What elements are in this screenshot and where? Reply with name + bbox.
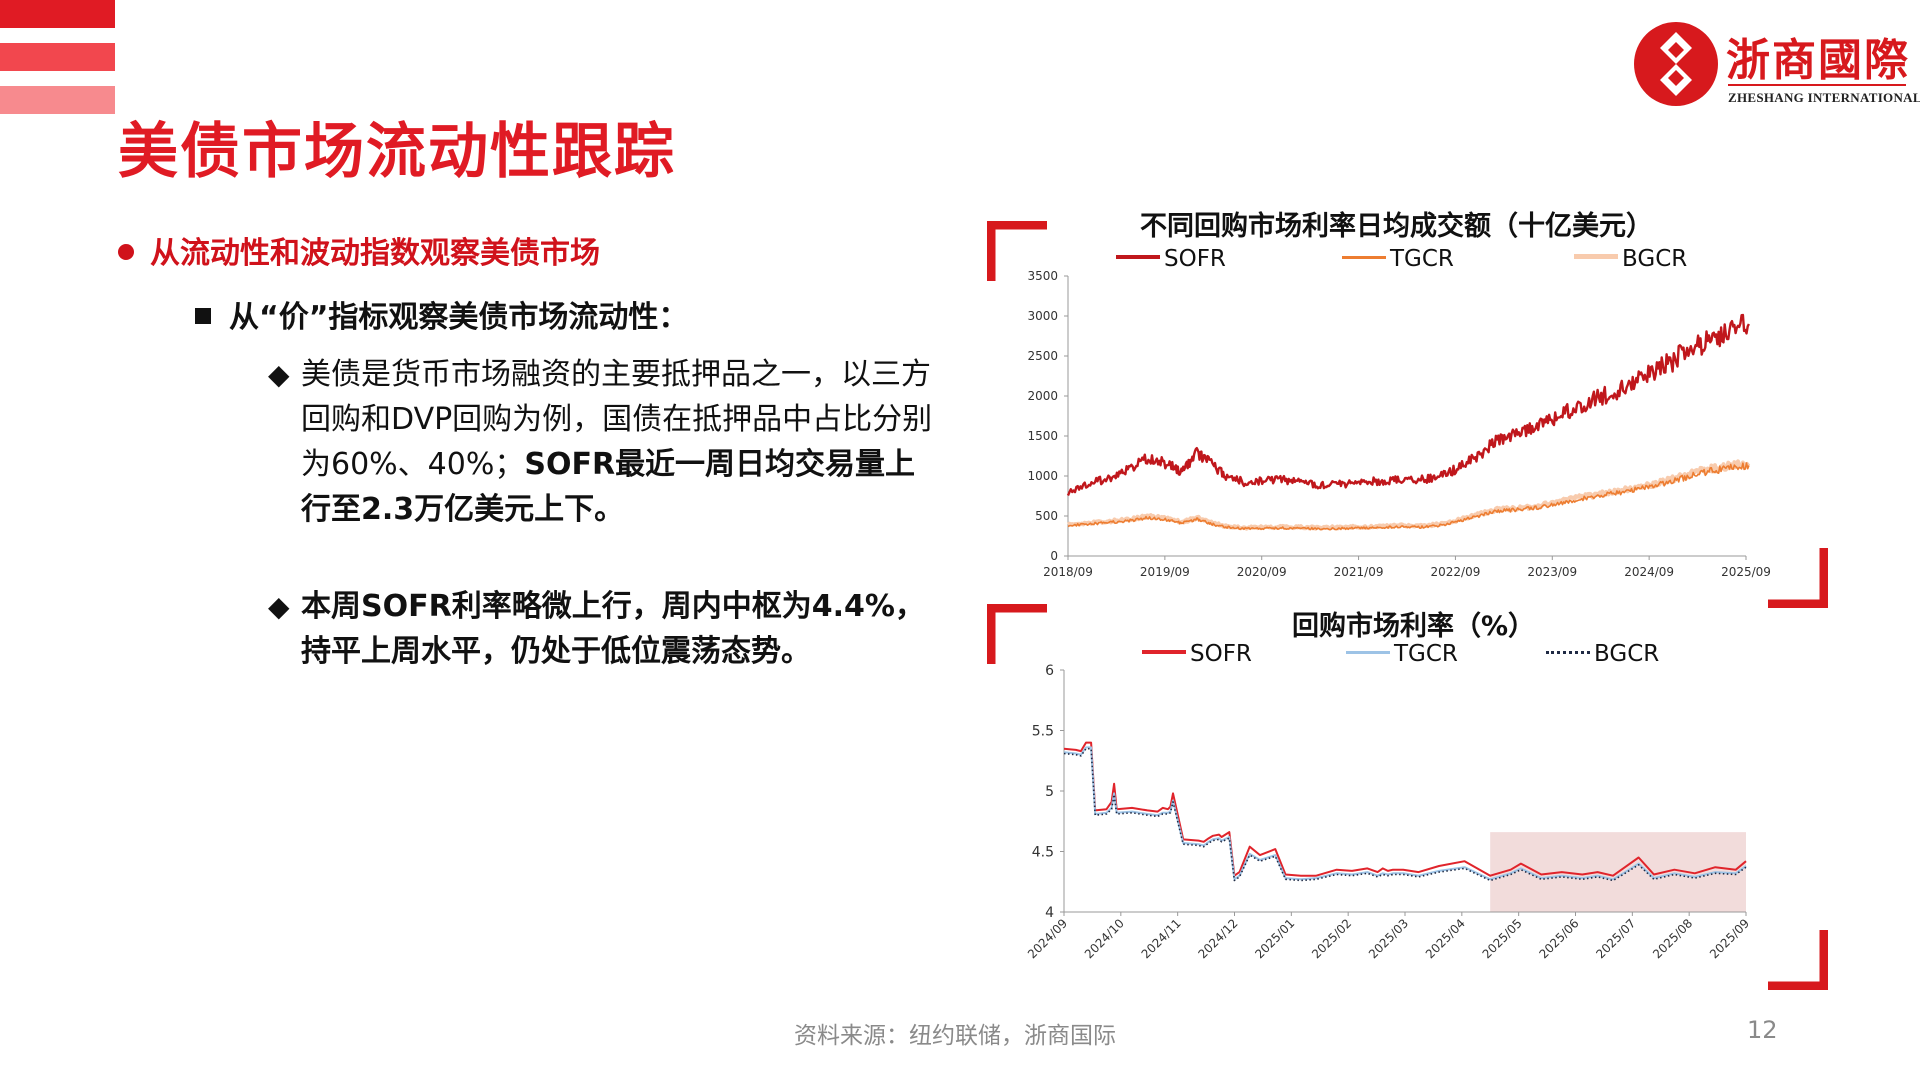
square-bullet-icon — [195, 308, 211, 324]
x-tick-label: 2025/03 — [1366, 916, 1411, 961]
legend-label: TGCR — [1394, 641, 1458, 667]
y-tick-label: 0 — [1050, 549, 1058, 563]
y-tick-label: 4.5 — [1032, 845, 1054, 861]
x-tick-label: 2025/08 — [1650, 916, 1695, 961]
legend-swatch — [1142, 650, 1186, 654]
diamond-bullet-icon: ◆ — [268, 590, 290, 623]
chart-2-legend-tgcr: TGCR — [1346, 641, 1458, 667]
chart-1-legend-sofr: SOFR — [1116, 246, 1226, 272]
x-tick-label: 2024/11 — [1139, 916, 1184, 961]
logo-subtitle: ZHESHANG INTERNATIONAL — [1728, 90, 1920, 105]
y-tick-label: 1500 — [1027, 429, 1058, 443]
x-tick-label: 2025/09 — [1707, 916, 1752, 961]
series-line-sofr — [1063, 741, 1747, 877]
x-tick-label: 2025/01 — [1252, 916, 1297, 961]
y-tick-label: 5 — [1045, 784, 1054, 800]
paragraph-2-body: 本周SOFR利率略微上行，周内中枢为4.4%，持平上周水平，仍处于低位震荡态势。 — [301, 589, 925, 669]
company-logo: 浙商國際 ZHESHANG INTERNATIONAL — [1630, 18, 1920, 108]
logo-divider — [1728, 84, 1906, 86]
y-tick-label: 6 — [1045, 663, 1054, 679]
y-tick-label: 3000 — [1027, 309, 1058, 323]
series-line-tgcr — [1063, 746, 1747, 881]
legend-label: SOFR — [1190, 641, 1252, 667]
x-tick-label: 2024/12 — [1195, 916, 1240, 961]
corner-bracket-bottom-right-1 — [1768, 548, 1828, 608]
chart-2-legend-bgcr: BGCR — [1546, 641, 1659, 667]
legend-swatch — [1546, 651, 1590, 654]
paragraph-1-body: 美债是货币市场融资的主要抵押品之一，以三方回购和DVP回购为例，国债在抵押品中占… — [268, 352, 933, 532]
chart-1-legend-tgcr: TGCR — [1342, 246, 1454, 272]
x-tick-label: 2021/09 — [1334, 565, 1384, 579]
legend-swatch — [1574, 254, 1618, 259]
x-tick-label: 2025/07 — [1593, 916, 1638, 961]
logo-name: 浙商國際 — [1726, 35, 1910, 86]
legend-swatch — [1346, 651, 1390, 654]
x-tick-label: 2025/09 — [1721, 565, 1771, 579]
chart-2-legend-sofr: SOFR — [1142, 641, 1252, 667]
legend-label: SOFR — [1164, 246, 1226, 272]
logo-emblem-icon — [1634, 22, 1718, 106]
paragraph-1-bold: SOFR最近一周日均交易量上行至2.3万亿美元上下。 — [301, 447, 916, 527]
x-tick-label: 2024/09 — [1025, 916, 1070, 961]
series-line-tgcr — [1067, 462, 1750, 531]
x-tick-label: 2019/09 — [1140, 565, 1190, 579]
x-tick-label: 2022/09 — [1430, 565, 1480, 579]
chart-1-plot: 0 500 1000 1500 2000 2500 3000 3500 2018/09 2019/… — [1027, 269, 1770, 579]
diamond-bullet-icon: ◆ — [268, 358, 290, 391]
legend-swatch — [1116, 255, 1160, 259]
bullet-1-text: 从流动性和波动指数观察美债市场 — [150, 236, 600, 271]
legend-label: BGCR — [1622, 246, 1688, 272]
series-line-sofr — [1066, 313, 1750, 496]
chart-2-plot: 4 4.5 5 5.5 6 2024/09 2024/10 2024/11 2024/12 202… — [1025, 663, 1752, 961]
x-tick-label: 2018/09 — [1043, 565, 1093, 579]
chart-1-title: 不同回购市场利率日均成交额（十亿美元） — [1140, 211, 1653, 242]
y-tick-label: 500 — [1035, 509, 1058, 523]
x-tick-label: 2025/04 — [1423, 916, 1468, 961]
y-tick-label: 2000 — [1027, 389, 1058, 403]
bullet-dot-icon — [118, 244, 134, 260]
x-tick-label: 2025/06 — [1536, 916, 1581, 961]
decor-bar-2 — [0, 43, 115, 71]
y-tick-label: 4 — [1045, 905, 1054, 921]
paragraph-1: ◆ 美债是货币市场融资的主要抵押品之一，以三方回购和DVP回购为例，国债在抵押品… — [268, 352, 933, 532]
series-line-bgcr — [1067, 459, 1751, 531]
x-tick-label: 2025/05 — [1480, 916, 1525, 961]
legend-label: BGCR — [1594, 641, 1660, 667]
bullet-level-1: 从流动性和波动指数观察美债市场 — [118, 228, 600, 272]
legend-swatch — [1342, 256, 1386, 259]
x-tick-label: 2023/09 — [1527, 565, 1577, 579]
y-tick-label: 5.5 — [1032, 724, 1054, 740]
decor-bar-3 — [0, 86, 115, 114]
x-tick-label: 2024/10 — [1082, 916, 1127, 961]
y-tick-label: 1000 — [1027, 469, 1058, 483]
corner-bracket-top-left-2 — [987, 604, 1047, 664]
x-tick-label: 2020/09 — [1237, 565, 1287, 579]
source-note: 资料来源：纽约联储，浙商国际 — [794, 1023, 1116, 1049]
y-tick-label: 3500 — [1027, 269, 1058, 283]
paragraph-2: ◆ 本周SOFR利率略微上行，周内中枢为4.4%，持平上周水平，仍处于低位震荡态… — [268, 584, 933, 674]
x-tick-label: 2025/02 — [1309, 916, 1354, 961]
y-tick-label: 2500 — [1027, 349, 1058, 363]
page-title: 美债市场流动性跟踪 — [118, 117, 676, 187]
corner-bracket-top-left-1 — [987, 221, 1047, 281]
page-number: 12 — [1747, 1016, 1778, 1044]
bullet-level-2: 从“价”指标观察美债市场流动性： — [195, 292, 688, 336]
legend-label: TGCR — [1390, 246, 1454, 272]
chart-2-title: 回购市场利率（%） — [1292, 611, 1536, 642]
bullet-2-text: 从“价”指标观察美债市场流动性： — [229, 300, 689, 335]
paragraph-1-normal: 美债是货币市场融资的主要抵押品之一，以三方回购和DVP回购为例，国债在抵押品中占… — [301, 357, 933, 482]
corner-bracket-bottom-right-2 — [1768, 930, 1828, 990]
decor-bar-1 — [0, 0, 115, 28]
x-tick-label: 2024/09 — [1624, 565, 1674, 579]
chart-1-legend-bgcr: BGCR — [1574, 246, 1687, 272]
